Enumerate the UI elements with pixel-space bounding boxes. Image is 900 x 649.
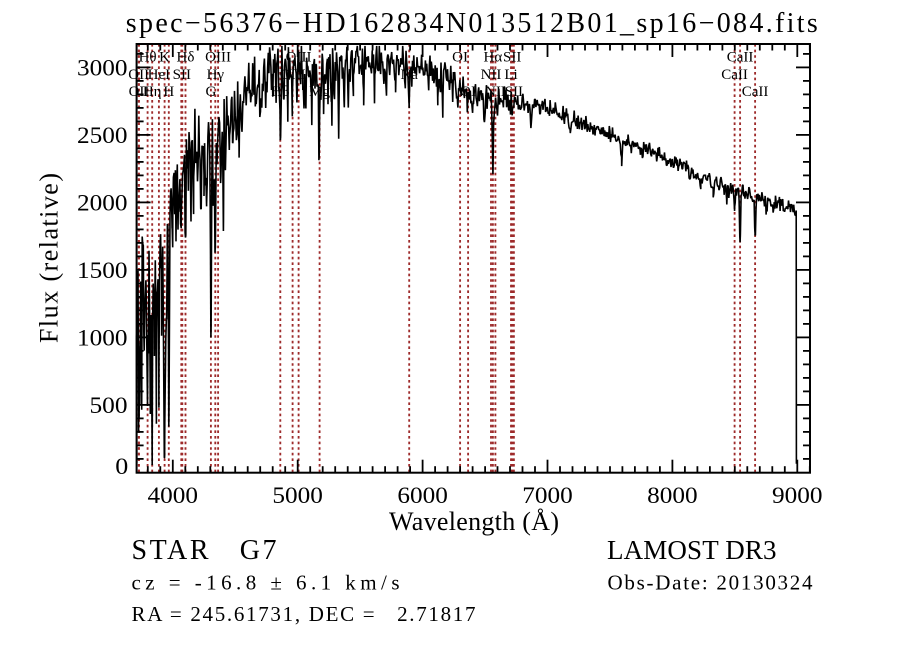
svg-text:LAMOST DR3: LAMOST DR3 (607, 535, 777, 565)
svg-text:RA = 245.61731, DEC = 2.7181: RA = 245.61731, DEC = 2.71817 (132, 602, 476, 626)
svg-text:Wavelength (Å): Wavelength (Å) (389, 507, 559, 536)
svg-text:OI: OI (452, 50, 468, 66)
svg-text:NII: NII (481, 67, 502, 83)
svg-text:4000: 4000 (148, 483, 199, 508)
svg-text:5000: 5000 (272, 483, 323, 508)
svg-text:9000: 9000 (772, 483, 823, 508)
svg-text:K: K (159, 50, 170, 66)
svg-text:H: H (163, 84, 174, 100)
svg-text:SII: SII (503, 50, 521, 66)
svg-text:Flux (relative): Flux (relative) (35, 173, 64, 343)
svg-text:SII: SII (173, 67, 191, 83)
svg-text:Hθ: Hθ (139, 50, 157, 66)
svg-text:2500: 2500 (77, 123, 128, 148)
svg-text:1000: 1000 (77, 326, 128, 351)
svg-text:2000: 2000 (77, 191, 128, 216)
svg-text:CaII: CaII (727, 50, 754, 66)
svg-text:Hα: Hα (484, 50, 503, 66)
svg-text:Obs-Date: 20130324: Obs-Date: 20130324 (608, 571, 814, 595)
svg-text:8000: 8000 (647, 483, 698, 508)
svg-text:OII: OII (129, 84, 150, 100)
svg-text:Hη: Hη (143, 84, 162, 100)
svg-text:1500: 1500 (77, 258, 128, 283)
svg-text:OII: OII (128, 67, 149, 83)
svg-text:CaII: CaII (742, 84, 769, 100)
svg-text:Li: Li (504, 67, 517, 83)
svg-text:CaII: CaII (721, 67, 748, 83)
svg-text:3000: 3000 (77, 56, 128, 81)
svg-text:STAR G7: STAR G7 (132, 535, 277, 566)
svg-text:0: 0 (115, 454, 128, 479)
svg-text:spec−56376−HD162834N013512B01_: spec−56376−HD162834N013512B01_sp16−084.f… (126, 8, 818, 39)
svg-text:7000: 7000 (522, 483, 573, 508)
svg-text:500: 500 (90, 393, 128, 418)
svg-text:6000: 6000 (397, 483, 448, 508)
svg-text:OIII: OIII (205, 50, 231, 66)
svg-text:Hγ: Hγ (207, 67, 225, 83)
svg-text:cz = -16.8 ± 6.1 km/s: cz = -16.8 ± 6.1 km/s (132, 571, 400, 595)
svg-text:G: G (205, 84, 216, 100)
svg-text:HeI: HeI (148, 67, 171, 83)
svg-text:Hδ: Hδ (177, 50, 195, 66)
